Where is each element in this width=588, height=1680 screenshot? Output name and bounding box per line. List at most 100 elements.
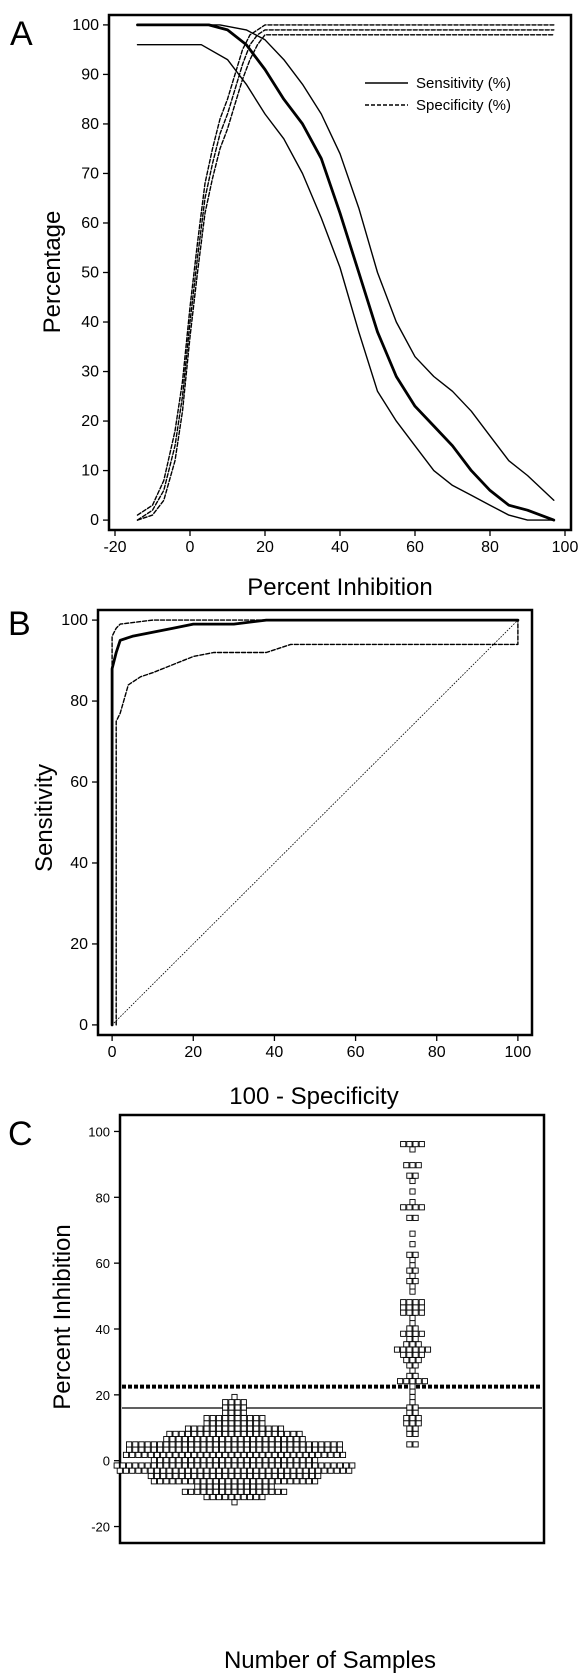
- panel-letter-a: A: [10, 15, 33, 53]
- sample-point: [324, 1441, 331, 1448]
- sample-point: [412, 1404, 419, 1411]
- sample-point: [400, 1299, 407, 1306]
- sample-point: [209, 1415, 216, 1422]
- sample-point: [271, 1430, 278, 1437]
- sample-point: [240, 1430, 247, 1437]
- sample-point: [409, 1320, 416, 1327]
- sample-point: [418, 1141, 425, 1148]
- sample-point: [191, 1425, 198, 1432]
- panel-a-xlabel: Percent Inhibition: [247, 574, 432, 601]
- panel-a-curves: [136, 23, 556, 522]
- sample-point: [212, 1483, 219, 1490]
- sample-point: [181, 1446, 188, 1453]
- sample-point: [277, 1430, 285, 1437]
- sample-point: [203, 1494, 210, 1501]
- sample-point: [302, 1451, 309, 1458]
- sample-point: [225, 1483, 232, 1490]
- sample-point: [250, 1436, 257, 1443]
- sample-point: [126, 1446, 133, 1453]
- sample-point: [412, 1267, 419, 1274]
- sample-point: [409, 1162, 416, 1169]
- sample-point: [116, 1467, 123, 1474]
- panel-b-ticks: 0 20 40 60 80 100 0 20 40 60 80 100: [61, 612, 531, 1061]
- sample-point: [299, 1446, 306, 1453]
- sample-point: [234, 1415, 241, 1422]
- sample-point: [412, 1346, 419, 1353]
- sample-point: [296, 1467, 303, 1474]
- sample-point: [259, 1415, 266, 1422]
- sample-point: [215, 1451, 223, 1458]
- sample-point: [305, 1457, 312, 1464]
- sample-point: [330, 1446, 337, 1453]
- panel-c-xlabel: Number of Samples: [224, 1647, 436, 1674]
- sample-point: [153, 1472, 161, 1480]
- y-tick-label: 80: [70, 693, 88, 710]
- sample-point: [412, 1299, 419, 1306]
- sample-point: [412, 1425, 419, 1432]
- sample-point: [312, 1478, 319, 1485]
- sample-point: [231, 1462, 238, 1469]
- sample-point: [406, 1267, 413, 1274]
- sample-point: [188, 1436, 195, 1443]
- sample-point: [400, 1204, 407, 1211]
- sample-point: [194, 1446, 201, 1453]
- sample-point: [274, 1446, 281, 1453]
- sample-point: [296, 1472, 303, 1480]
- sample-point: [215, 1494, 223, 1501]
- sample-point: [412, 1141, 419, 1148]
- sample-point: [412, 1430, 419, 1437]
- sample-point: [175, 1436, 182, 1443]
- sample-point: [209, 1425, 216, 1432]
- sample-point: [293, 1441, 300, 1448]
- sample-point: [312, 1457, 319, 1464]
- sample-point: [305, 1478, 312, 1485]
- sample-point: [406, 1425, 413, 1432]
- sample-point: [412, 1304, 419, 1311]
- x-tick-label: 60: [406, 539, 424, 556]
- sample-point: [400, 1309, 407, 1316]
- sample-point: [299, 1478, 306, 1485]
- sample-point: [234, 1494, 241, 1501]
- sample-point: [409, 1288, 416, 1295]
- sample-point: [315, 1472, 322, 1480]
- sample-point: [147, 1472, 154, 1480]
- sample-point: [333, 1467, 340, 1474]
- sample-point: [271, 1467, 278, 1474]
- sample-point: [209, 1494, 216, 1501]
- sample-point: [403, 1162, 410, 1169]
- sample-point: [299, 1436, 306, 1443]
- x-tick-label: 100: [552, 539, 579, 556]
- sample-point: [277, 1472, 285, 1480]
- sample-point: [308, 1472, 316, 1480]
- sample-point: [305, 1446, 312, 1453]
- sample-point: [209, 1472, 216, 1480]
- sample-point: [259, 1420, 266, 1427]
- sample-point: [191, 1472, 198, 1480]
- sample-point: [259, 1425, 266, 1432]
- sample-point: [406, 1251, 413, 1258]
- sample-point: [406, 1441, 413, 1448]
- sample-point: [256, 1457, 263, 1464]
- sample-point: [281, 1488, 288, 1495]
- y-tick-label: 0: [79, 1017, 88, 1034]
- sample-point: [169, 1478, 176, 1485]
- panel-letter-c: C: [8, 1115, 33, 1153]
- sample-point: [206, 1483, 213, 1490]
- sample-point: [406, 1299, 413, 1306]
- y-tick-label: 40: [96, 1322, 110, 1337]
- sample-point: [246, 1415, 254, 1422]
- panel-c-ylabel: Percent Inhibition: [49, 1224, 76, 1409]
- sample-point: [246, 1467, 254, 1474]
- sample-point: [188, 1488, 195, 1495]
- sample-point: [194, 1441, 201, 1448]
- series-estimate-dashed: [136, 29, 555, 521]
- sample-point: [262, 1483, 269, 1490]
- sample-point: [406, 1404, 413, 1411]
- series-lower-ci-solid: [136, 44, 555, 521]
- sample-point: [147, 1451, 154, 1458]
- sample-point: [246, 1451, 254, 1458]
- sample-point: [290, 1472, 297, 1480]
- sample-point: [318, 1462, 325, 1469]
- sample-point: [409, 1378, 416, 1385]
- x-tick-label: 80: [481, 539, 499, 556]
